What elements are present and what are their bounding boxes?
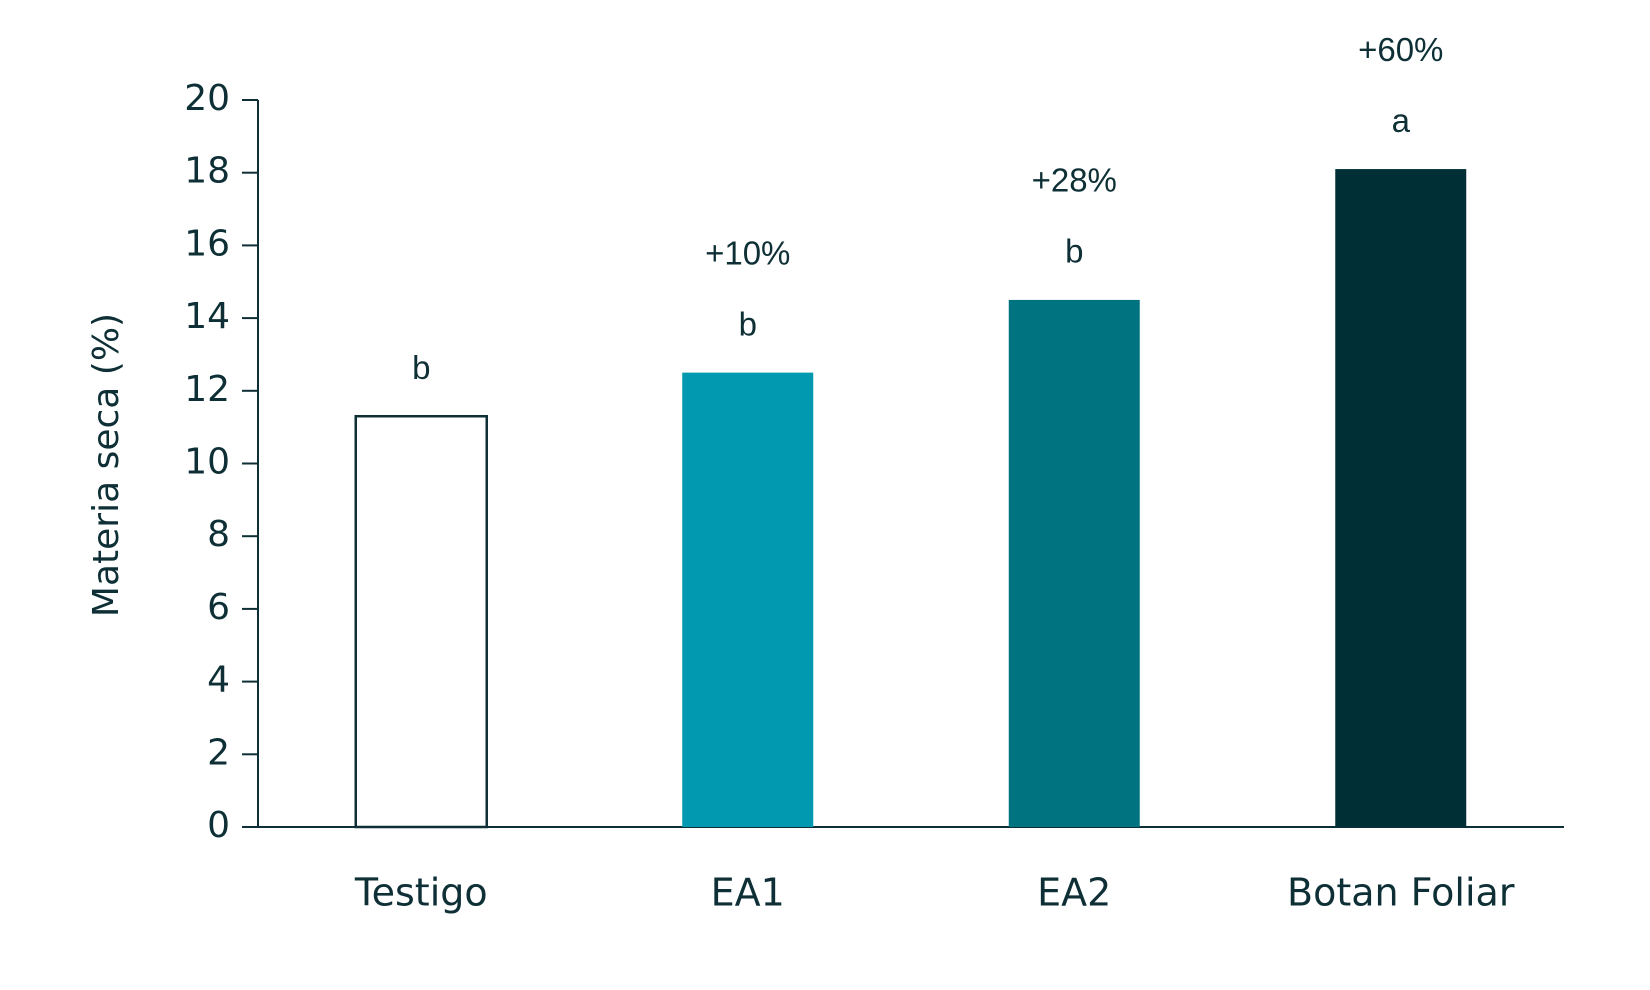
x-tick-label: Botan Foliar bbox=[1287, 871, 1515, 915]
bar bbox=[682, 372, 814, 827]
significance-letter: b bbox=[412, 349, 430, 386]
y-tick-label: 20 bbox=[184, 78, 230, 119]
change-label: +10% bbox=[705, 234, 790, 271]
y-tick-label: 4 bbox=[207, 660, 230, 701]
x-tick-label: EA2 bbox=[1037, 871, 1111, 915]
y-tick-label: 14 bbox=[184, 296, 230, 337]
y-tick-label: 2 bbox=[207, 732, 230, 773]
bar bbox=[354, 414, 488, 829]
change-label: +60% bbox=[1358, 31, 1443, 68]
y-tick-label: 8 bbox=[207, 514, 230, 555]
significance-letter: b bbox=[1065, 233, 1083, 270]
bar bbox=[1335, 169, 1467, 827]
y-tick-label: 18 bbox=[184, 151, 230, 192]
y-tick-label: 10 bbox=[184, 442, 230, 483]
significance-letter: b bbox=[739, 305, 757, 342]
bar bbox=[1008, 299, 1140, 827]
change-label: +28% bbox=[1032, 162, 1117, 199]
y-tick-label: 6 bbox=[207, 587, 230, 628]
significance-letter: a bbox=[1392, 102, 1411, 139]
y-axis-label: Materia seca (%) bbox=[86, 313, 127, 617]
x-tick-label: Testigo bbox=[354, 871, 488, 915]
y-tick-label: 12 bbox=[184, 369, 230, 410]
y-tick-label: 16 bbox=[184, 223, 230, 264]
y-tick-label: 0 bbox=[207, 805, 230, 846]
x-tick-label: EA1 bbox=[711, 871, 785, 915]
